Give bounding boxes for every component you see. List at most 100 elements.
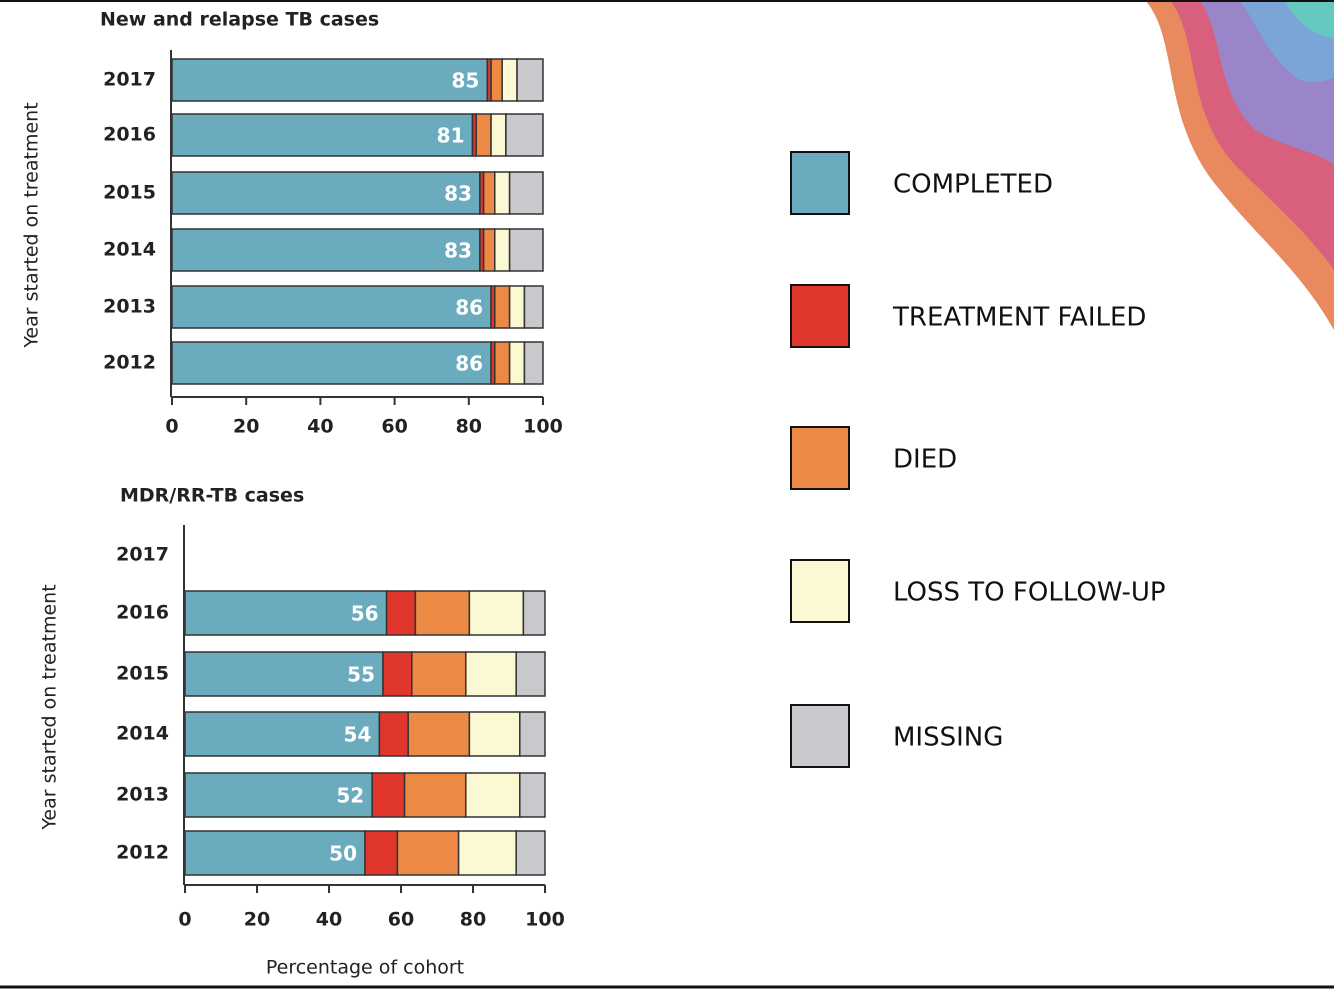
bar-segment — [505, 113, 544, 157]
bar-segment — [407, 711, 471, 757]
data-label: 50 — [329, 842, 357, 866]
bar-segment — [396, 830, 460, 876]
legend-label: MISSING — [893, 723, 1003, 753]
bar-segment — [519, 711, 546, 757]
y-tick-label: 2014 — [116, 723, 169, 745]
x-tick-label: 100 — [523, 416, 563, 438]
data-label: 83 — [444, 182, 472, 206]
data-label: 54 — [344, 723, 372, 747]
x-tick-label: 40 — [316, 909, 342, 931]
bar-segment — [508, 341, 526, 385]
bar-segment — [494, 285, 511, 329]
bar-segment — [457, 830, 517, 876]
legend-label: DIED — [893, 445, 957, 475]
bar-segment — [508, 171, 544, 215]
legend-label: LOSS TO FOLLOW-UP — [893, 578, 1166, 608]
bar-segment — [523, 341, 544, 385]
legend-swatch — [790, 704, 850, 768]
y-tick-label: 2017 — [103, 69, 156, 91]
x-tick-label: 0 — [178, 909, 191, 931]
y-axis-label: Year started on treatment — [21, 102, 43, 348]
decoration — [1145, 0, 1334, 330]
x-tick-label: 60 — [388, 909, 414, 931]
y-tick-label: 2012 — [103, 352, 156, 374]
bar-segment — [482, 228, 496, 272]
data-label: 55 — [347, 663, 375, 687]
chart-title: New and relapse TB cases — [100, 9, 379, 31]
bar-segment — [522, 590, 546, 636]
bar-segment — [465, 651, 517, 697]
bar-segment — [371, 772, 406, 818]
bar-segment — [508, 228, 544, 272]
bar-segment — [465, 772, 521, 818]
bar-segment — [364, 830, 399, 876]
bar-segment — [184, 590, 388, 636]
bar-segment — [403, 772, 467, 818]
bar-segment — [414, 590, 471, 636]
bar-segment — [171, 341, 492, 385]
bar-segment — [490, 58, 503, 102]
bar-segment — [468, 590, 525, 636]
y-tick-label: 2017 — [116, 544, 169, 566]
x-tick-label: 80 — [456, 416, 482, 438]
bar-segment — [490, 113, 507, 157]
y-tick-label: 2013 — [103, 296, 156, 318]
x-tick-label: 40 — [307, 416, 333, 438]
data-label: 85 — [452, 69, 480, 93]
bar-segment — [171, 285, 492, 329]
y-tick-label: 2015 — [116, 663, 169, 685]
bar-segment — [184, 772, 373, 818]
y-tick-label: 2014 — [103, 239, 156, 261]
bar-segment — [508, 285, 526, 329]
bar-segment — [519, 772, 546, 818]
x-tick-label: 20 — [233, 416, 259, 438]
y-tick-label: 2015 — [103, 182, 156, 204]
bar-segment — [378, 711, 409, 757]
y-tick-label: 2016 — [103, 124, 156, 146]
bar-segment — [494, 341, 511, 385]
legend-swatch — [790, 426, 850, 490]
data-label: 86 — [455, 352, 483, 376]
bar-segment — [515, 830, 546, 876]
bar-segment — [501, 58, 518, 102]
legend-swatch — [790, 559, 850, 623]
bar-segment — [494, 228, 511, 272]
legend-swatch — [790, 284, 850, 348]
bar-segment — [382, 651, 413, 697]
data-label: 52 — [336, 784, 364, 808]
bar-segment — [171, 58, 489, 102]
x-tick-label: 20 — [244, 909, 270, 931]
data-label: 56 — [351, 602, 379, 626]
bar-segment — [184, 651, 384, 697]
data-label: 83 — [444, 239, 472, 263]
data-label: 81 — [437, 124, 465, 148]
bar-segment — [494, 171, 511, 215]
chart-title: MDR/RR-TB cases — [120, 485, 304, 507]
x-tick-label: 100 — [525, 909, 565, 931]
bar-segment — [171, 228, 481, 272]
bar-segment — [385, 590, 417, 636]
legend-swatch — [790, 151, 850, 215]
bar-segment — [523, 285, 544, 329]
bar-segment — [411, 651, 467, 697]
x-tick-label: 80 — [460, 909, 486, 931]
y-tick-label: 2016 — [116, 602, 169, 624]
y-axis-label: Year started on treatment — [39, 584, 61, 830]
bar-segment — [482, 171, 496, 215]
bar-segment — [171, 171, 481, 215]
bar-segment — [515, 651, 546, 697]
bar-segment — [171, 113, 474, 157]
bar-segment — [468, 711, 521, 757]
bar-segment — [516, 58, 544, 102]
x-axis-label: Percentage of cohort — [266, 957, 464, 979]
legend-label: COMPLETED — [893, 170, 1053, 200]
bar-segment — [475, 113, 492, 157]
legend-label: TREATMENT FAILED — [892, 303, 1146, 333]
y-tick-label: 2012 — [116, 842, 169, 864]
x-tick-label: 60 — [381, 416, 407, 438]
bar-segment — [184, 830, 366, 876]
data-label: 86 — [455, 296, 483, 320]
y-tick-label: 2013 — [116, 784, 169, 806]
bar-segment — [184, 711, 381, 757]
